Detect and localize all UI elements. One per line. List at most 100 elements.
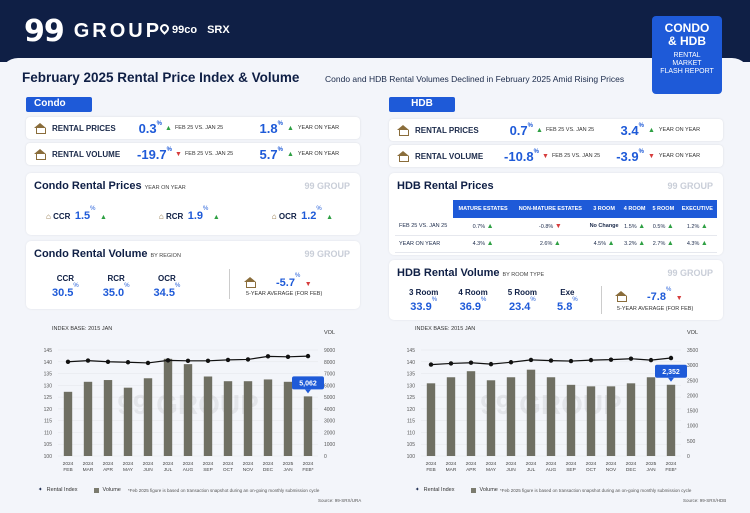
- right-tick-label: 8000: [324, 360, 335, 366]
- left-tick-label: 120: [407, 407, 416, 413]
- rental-index-point: [125, 360, 131, 365]
- up-arrow-icon: ▲: [286, 150, 294, 158]
- house-icon: [244, 277, 256, 288]
- x-tick-month: JUL: [164, 467, 173, 473]
- left-tick-label: 105: [44, 442, 53, 448]
- x-tick-year: 2024: [123, 461, 134, 467]
- latest-volume-callout-box: [655, 364, 687, 378]
- condo-chart-footnote: *Feb 2025 figure is based on transaction…: [128, 488, 320, 493]
- x-tick-year: 2024: [446, 461, 457, 467]
- x-tick-year: 2024: [263, 461, 274, 467]
- page-title: February 2025 Rental Price Index & Volum…: [22, 70, 300, 85]
- brand: 99 GROUP: [24, 14, 162, 49]
- latest-volume-callout: 5,062: [299, 380, 317, 387]
- volume-bar: [83, 381, 93, 456]
- condo-price-volume-chart: INDEX BASE: 2015 JAN VOL 100 105 110 115 120 12…: [44, 326, 336, 473]
- volume-bar: [486, 380, 496, 456]
- top-bar: 99 GROUP 99co SRX: [0, 0, 750, 62]
- right-tick-label: 0: [324, 454, 327, 460]
- flash-report-badge: CONDO & HDB RENTAL MARKET FLASH REPORT: [652, 16, 722, 94]
- x-tick-year: 2024: [83, 461, 94, 467]
- rental-index-point: [568, 358, 574, 364]
- left-tick-label: 135: [407, 372, 416, 378]
- rental-index-point: [588, 357, 594, 363]
- brand-logo: 99: [24, 14, 65, 49]
- volume-bar: [526, 369, 536, 456]
- volume-axis-title: VOL: [324, 330, 335, 336]
- house-icon: [34, 123, 46, 134]
- x-tick-year: 2024: [63, 461, 74, 467]
- left-tick-label: 100: [407, 454, 416, 460]
- hdb-rental-prices-card: HDB Rental Prices 99 GROUP MATURE ESTATE…: [389, 173, 723, 255]
- x-tick-year: 2024: [666, 461, 677, 467]
- rental-index-point: [265, 354, 271, 359]
- rental-index-point: [165, 358, 171, 363]
- up-arrow-icon: ▲: [286, 124, 294, 132]
- rental-index-point: [65, 359, 71, 364]
- rental-index-point: [205, 358, 211, 364]
- index-base-label: INDEX BASE: 2015 JAN: [52, 326, 112, 332]
- rental-index-point: [225, 357, 231, 363]
- volume-bar: [63, 391, 73, 456]
- page-subtitle: Condo and HDB Rental Volumes Declined in…: [325, 74, 625, 84]
- x-tick-month: APR: [466, 467, 476, 473]
- x-tick-month: MAY: [486, 467, 497, 473]
- left-tick-label: 120: [44, 407, 53, 413]
- x-tick-year: 2024: [203, 461, 214, 467]
- right-tick-label: 7000: [324, 372, 335, 378]
- volume-bar: [103, 380, 113, 456]
- x-tick-month: FEB*: [302, 467, 313, 473]
- x-tick-month: DEC: [626, 467, 637, 473]
- rental-index-point: [508, 360, 514, 365]
- volume-bar: [123, 387, 133, 456]
- partner-99co: 99co: [158, 22, 197, 36]
- x-tick-year: 2024: [486, 461, 497, 467]
- x-tick-month: FEB*: [665, 467, 676, 473]
- hdb-chart-footnote: *Feb 2025 figure is based on transaction…: [500, 488, 692, 493]
- left-tick-label: 145: [407, 348, 416, 354]
- rental-index-point: [608, 357, 614, 362]
- volume-axis-title: VOL: [687, 330, 698, 336]
- house-icon: [34, 149, 46, 160]
- right-tick-label: 2500: [687, 378, 698, 384]
- x-tick-month: JAN: [283, 467, 293, 473]
- x-tick-month: MAR: [446, 467, 457, 473]
- volume-bar: [446, 377, 456, 456]
- latest-volume-callout-box: [292, 376, 324, 390]
- left-tick-label: 115: [44, 419, 52, 425]
- index-base-label: INDEX BASE: 2015 JAN: [415, 326, 475, 332]
- x-tick-year: 2024: [566, 461, 577, 467]
- x-tick-month: OCT: [586, 467, 596, 473]
- condo-rental-prices-card: Condo Rental Prices YEAR ON YEAR 99 GROUP…: [26, 173, 360, 235]
- rental-index-point: [668, 355, 674, 361]
- right-tick-label: 1000: [324, 442, 335, 448]
- x-tick-year: 2024: [223, 461, 234, 467]
- volume-bar: [546, 377, 556, 456]
- x-tick-month: JAN: [646, 467, 656, 473]
- x-tick-month: JUL: [527, 467, 536, 473]
- x-tick-year: 2025: [646, 461, 657, 467]
- left-tick-label: 145: [44, 348, 53, 354]
- volume-bar: [303, 396, 313, 456]
- x-tick-month: NOV: [243, 467, 254, 473]
- volume-bar: [283, 381, 293, 456]
- right-tick-label: 9000: [324, 348, 335, 354]
- hdb-source: Source: 99-SRX/HDB: [683, 498, 727, 503]
- volume-bar: [183, 364, 193, 456]
- x-tick-year: 2025: [283, 461, 294, 467]
- x-tick-month: NOV: [606, 467, 617, 473]
- left-tick-label: 130: [44, 383, 53, 389]
- x-tick-year: 2024: [303, 461, 314, 467]
- x-tick-month: SEP: [566, 467, 576, 473]
- callout-pointer: [305, 389, 311, 394]
- rental-index-point: [448, 361, 454, 366]
- volume-bar: [263, 379, 273, 456]
- x-tick-year: 2024: [426, 461, 437, 467]
- house-icon: [397, 125, 409, 136]
- hdb-rental-volume-card: HDB Rental Volume BY ROOM TYPE 99 GROUP 3…: [389, 260, 723, 320]
- location-pin-icon: [158, 22, 171, 35]
- right-tick-label: 2000: [324, 430, 335, 436]
- x-tick-month: SEP: [203, 467, 213, 473]
- rental-index-point: [428, 362, 434, 367]
- x-tick-month: APR: [103, 467, 113, 473]
